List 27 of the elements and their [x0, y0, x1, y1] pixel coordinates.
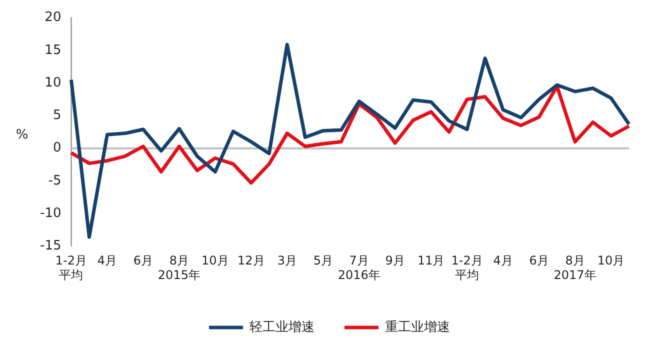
y-axis-title: % [16, 127, 28, 142]
x-tick-label: 9月 [385, 254, 405, 268]
x-tick-label: 4月 [493, 254, 513, 268]
x-tick-label: 7月 2016年 [338, 254, 380, 282]
y-tick-label: 15 [44, 42, 62, 58]
x-tick-label: 11月 [417, 254, 445, 268]
x-tick-label: 6月 [529, 254, 549, 268]
y-tick-label: 20 [44, 10, 62, 26]
legend-label: 轻工业增速 [250, 320, 314, 335]
y-tick-label: 0 [52, 140, 62, 156]
x-tick-label: 3月 [277, 254, 297, 268]
x-tick-label: 1-2月平均 [451, 254, 483, 282]
y-tick-label: -10 [40, 206, 62, 221]
legend-label: 重工业增速 [385, 320, 450, 335]
x-tick-label: 6月 [133, 254, 154, 268]
y-tick-label: -5 [48, 173, 62, 188]
x-tick-label: 8月 2015年 [158, 254, 200, 282]
x-tick-label: 4月 [97, 254, 118, 268]
x-tick-label: 8月 2017年 [554, 254, 596, 282]
x-tick-label: 10月 [202, 254, 229, 268]
x-tick-label: 1-2月平均 [55, 254, 88, 282]
y-tick-label: -15 [40, 238, 62, 254]
x-tick-label: 10月 [597, 254, 625, 268]
y-tick-label: 5 [52, 108, 62, 124]
x-tick-label: 12月 [238, 254, 265, 268]
y-tick-label: 10 [44, 75, 62, 90]
x-tick-label: 5月 [313, 254, 333, 268]
